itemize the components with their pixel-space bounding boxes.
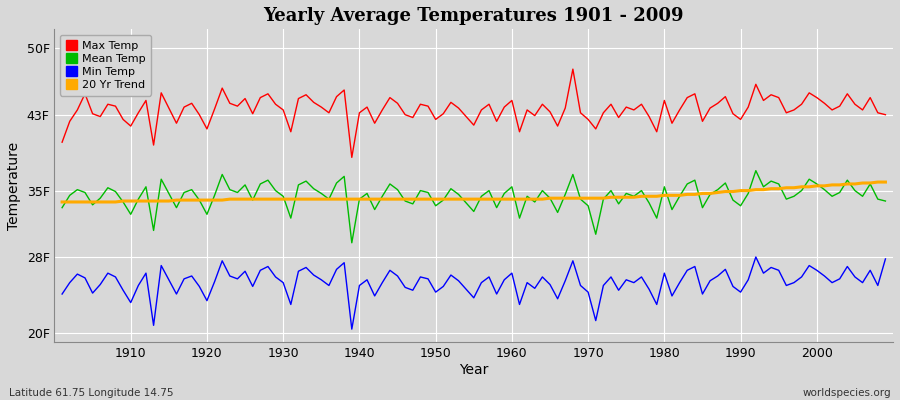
Legend: Max Temp, Mean Temp, Min Temp, 20 Yr Trend: Max Temp, Mean Temp, Min Temp, 20 Yr Tre…: [60, 35, 151, 96]
X-axis label: Year: Year: [459, 363, 489, 377]
Text: Latitude 61.75 Longitude 14.75: Latitude 61.75 Longitude 14.75: [9, 388, 174, 398]
Title: Yearly Average Temperatures 1901 - 2009: Yearly Average Temperatures 1901 - 2009: [264, 7, 684, 25]
Y-axis label: Temperature: Temperature: [7, 142, 21, 230]
Text: worldspecies.org: worldspecies.org: [803, 388, 891, 398]
